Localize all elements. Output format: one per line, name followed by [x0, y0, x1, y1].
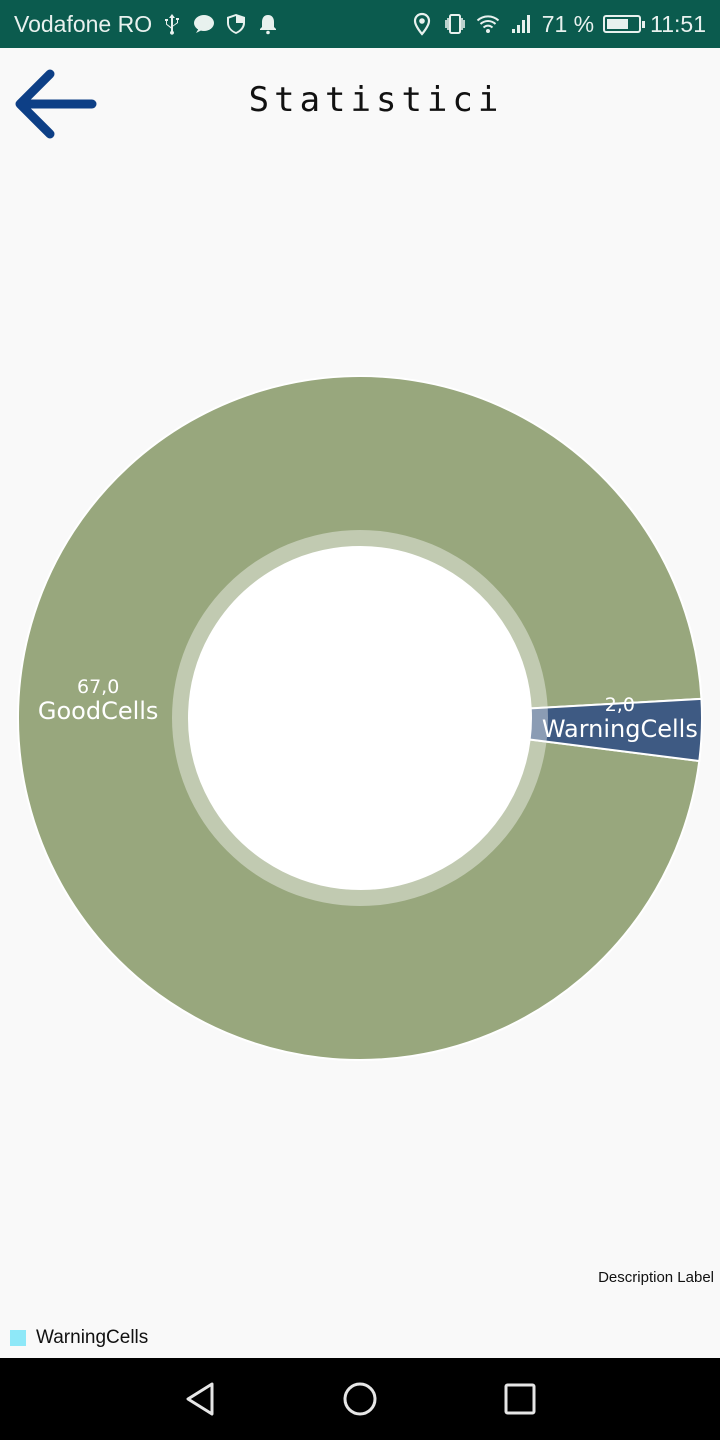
notification-bell-icon — [256, 12, 280, 36]
carrier-name: Vodafone RO — [14, 10, 153, 37]
slice-value-label: 67,0 — [77, 676, 119, 698]
location-icon — [410, 12, 434, 36]
nav-recents-button[interactable] — [500, 1379, 540, 1419]
back-button[interactable] — [12, 66, 100, 142]
triangle-back-icon — [186, 1382, 214, 1416]
navigation-bar — [0, 1358, 720, 1440]
wifi-icon — [476, 12, 500, 36]
signal-icon — [509, 12, 533, 36]
chat-icon — [192, 12, 216, 36]
status-bar-right: 71 % 11:51 — [410, 11, 706, 38]
arrow-left-icon — [15, 69, 97, 139]
chart-description: Description Label — [598, 1269, 714, 1286]
square-recents-icon — [504, 1383, 536, 1415]
slice-name-label: GoodCells — [38, 697, 159, 725]
status-bar-left: Vodafone RO — [14, 11, 280, 38]
slice-name-label: WarningCells — [542, 715, 698, 743]
vibrate-icon — [443, 12, 467, 36]
battery-icon — [603, 15, 646, 33]
circle-home-icon — [343, 1382, 377, 1416]
battery-percent: 71 % — [541, 10, 595, 37]
status-bar: Vodafone RO 71 % 11:51 — [0, 0, 720, 48]
donut-hole — [189, 547, 531, 889]
page-title: Statistici — [248, 80, 504, 120]
nav-home-button[interactable] — [340, 1379, 380, 1419]
legend-label: WarningCells — [36, 1327, 149, 1348]
chart-legend: WarningCells — [10, 1327, 148, 1349]
clock: 11:51 — [650, 10, 706, 37]
shield-icon — [224, 12, 248, 36]
usb-icon — [160, 12, 184, 36]
donut-chart[interactable]: 67,0 GoodCells 2,0 WarningCells — [0, 360, 720, 1080]
slice-value-label: 2,0 — [605, 694, 635, 716]
nav-back-button[interactable] — [180, 1379, 220, 1419]
legend-swatch — [10, 1330, 26, 1346]
